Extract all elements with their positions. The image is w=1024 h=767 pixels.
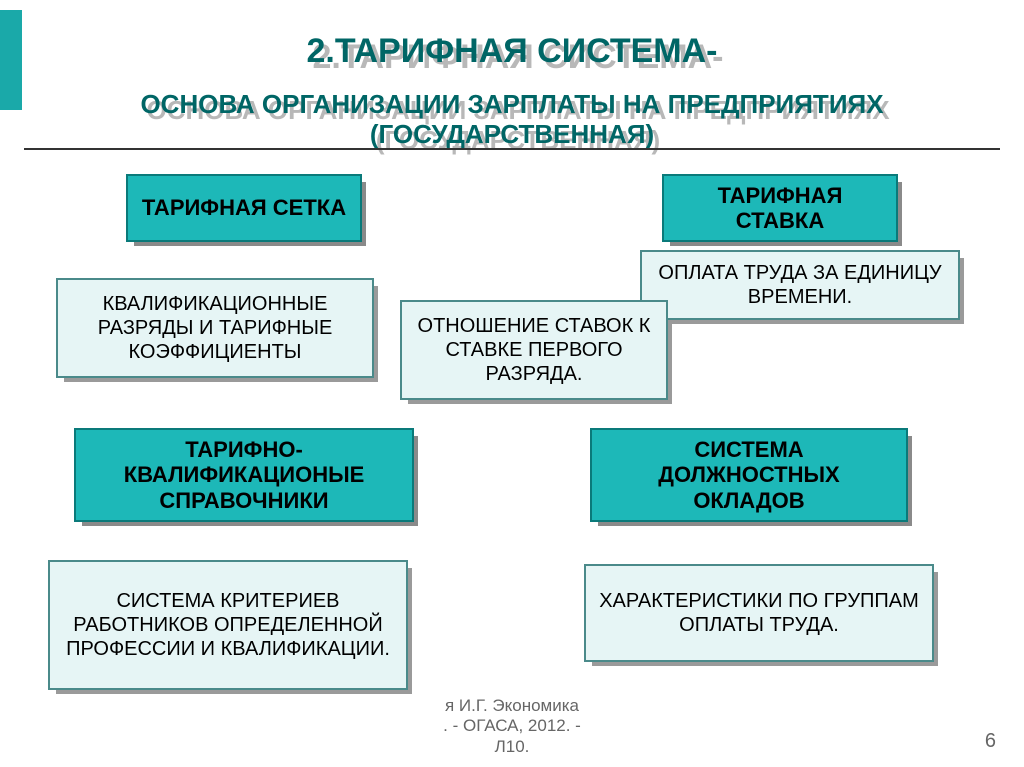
callout-criteria-system-label: СИСТЕМА КРИТЕРИЕВ РАБОТНИКОВ ОПРЕДЕЛЕННО… xyxy=(62,589,394,661)
title-line1: 2.ТАРИФНАЯ СИСТЕМА- xyxy=(306,32,717,70)
callout-ratio: ОТНОШЕНИЕ СТАВОК К СТАВКЕ ПЕРВОГО РАЗРЯД… xyxy=(400,300,668,400)
accent-bar xyxy=(0,10,22,110)
box-salary-system-label: СИСТЕМА ДОЛЖНОСТНЫХ ОКЛАДОВ xyxy=(602,437,896,513)
box-directories-label: ТАРИФНО-КВАЛИФИКАЦИОНЫЕ СПРАВОЧНИКИ xyxy=(86,437,402,513)
callout-pay-per-unit-label: ОПЛАТА ТРУДА ЗА ЕДИНИЦУ ВРЕМЕНИ. xyxy=(654,261,946,309)
title-underline xyxy=(24,148,1000,150)
footer-citation: я И.Г. Экономика . - ОГАСА, 2012. - Л10. xyxy=(0,696,1024,757)
page-number: 6 xyxy=(985,730,996,753)
title-main: 2.ТАРИФНАЯ СИСТЕМА- ОСНОВА ОРГАНИЗАЦИИ З… xyxy=(40,14,984,150)
box-tariff-rate: ТАРИФНАЯ СТАВКА xyxy=(662,174,898,242)
box-directories: ТАРИФНО-КВАЛИФИКАЦИОНЫЕ СПРАВОЧНИКИ xyxy=(74,428,414,522)
box-tariff-grid-label: ТАРИФНАЯ СЕТКА xyxy=(142,195,346,220)
box-salary-system: СИСТЕМА ДОЛЖНОСТНЫХ ОКЛАДОВ xyxy=(590,428,908,522)
slide-title: 2.ТАРИФНАЯ СИСТЕМА- ОСНОВА ОРГАНИЗАЦИИ З… xyxy=(40,14,984,150)
callout-ratio-label: ОТНОШЕНИЕ СТАВОК К СТАВКЕ ПЕРВОГО РАЗРЯД… xyxy=(414,314,654,386)
callout-criteria-system: СИСТЕМА КРИТЕРИЕВ РАБОТНИКОВ ОПРЕДЕЛЕННО… xyxy=(48,560,408,690)
box-tariff-grid: ТАРИФНАЯ СЕТКА xyxy=(126,174,362,242)
callout-qual-ranks: КВАЛИФИКАЦИОННЫЕ РАЗРЯДЫ И ТАРИФНЫЕ КОЭФ… xyxy=(56,278,374,378)
callout-qual-ranks-label: КВАЛИФИКАЦИОННЫЕ РАЗРЯДЫ И ТАРИФНЫЕ КОЭФ… xyxy=(70,292,360,364)
callout-pay-per-unit: ОПЛАТА ТРУДА ЗА ЕДИНИЦУ ВРЕМЕНИ. xyxy=(640,250,960,320)
title-rest: ОСНОВА ОРГАНИЗАЦИИ ЗАРПЛАТЫ НА ПРЕДПРИЯТ… xyxy=(140,89,883,149)
callout-group-chars-label: ХАРАКТЕРИСТИКИ ПО ГРУППАМ ОПЛАТЫ ТРУДА. xyxy=(598,589,920,637)
box-tariff-rate-label: ТАРИФНАЯ СТАВКА xyxy=(674,183,886,234)
callout-group-chars: ХАРАКТЕРИСТИКИ ПО ГРУППАМ ОПЛАТЫ ТРУДА. xyxy=(584,564,934,662)
